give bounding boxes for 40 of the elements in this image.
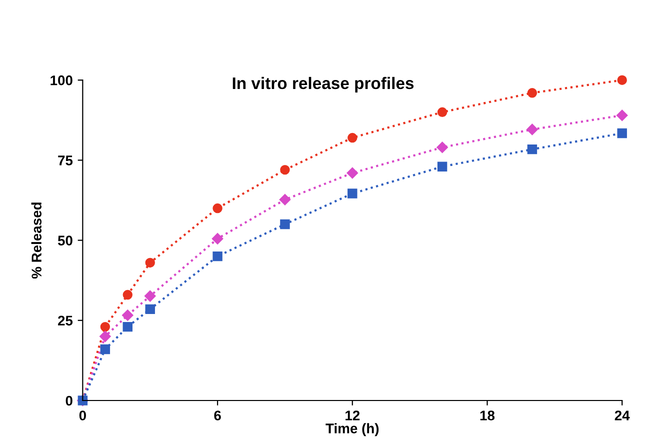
x-tick-label: 12 [346, 410, 360, 420]
point [100, 344, 110, 354]
point [212, 233, 224, 244]
point [280, 219, 290, 230]
y-tick-label: 75 [58, 156, 73, 166]
y-tick-label: 0 [66, 396, 72, 406]
point [617, 128, 627, 138]
point [122, 310, 134, 321]
y-axis-title: % Released [31, 202, 42, 279]
y-tick-label: 100 [50, 75, 72, 86]
y-tick-label: 50 [58, 236, 72, 246]
point [617, 75, 627, 85]
point [100, 322, 110, 332]
point [348, 188, 358, 198]
chart-title: In vitro release profiles [232, 76, 414, 92]
point [348, 132, 358, 143]
x-tick-label: 0 [79, 410, 86, 420]
point [616, 110, 628, 121]
y-tick-label: 25 [58, 316, 73, 326]
point [279, 194, 291, 206]
x-axis-title: Time (h) [326, 423, 379, 436]
x-tick-label: 18 [480, 410, 495, 420]
point [437, 107, 448, 117]
point [212, 251, 222, 262]
point [527, 88, 538, 98]
point [122, 322, 132, 332]
point [346, 167, 358, 179]
point [436, 142, 448, 153]
point [527, 144, 538, 154]
x-tick-label: 24 [614, 410, 630, 420]
point [145, 258, 155, 268]
point [280, 164, 290, 175]
point [100, 330, 111, 342]
point [437, 162, 448, 172]
point [145, 304, 155, 314]
x-tick-label: 6 [214, 410, 221, 420]
point [212, 203, 222, 214]
point [526, 124, 538, 136]
point [122, 290, 132, 300]
point [144, 290, 156, 302]
